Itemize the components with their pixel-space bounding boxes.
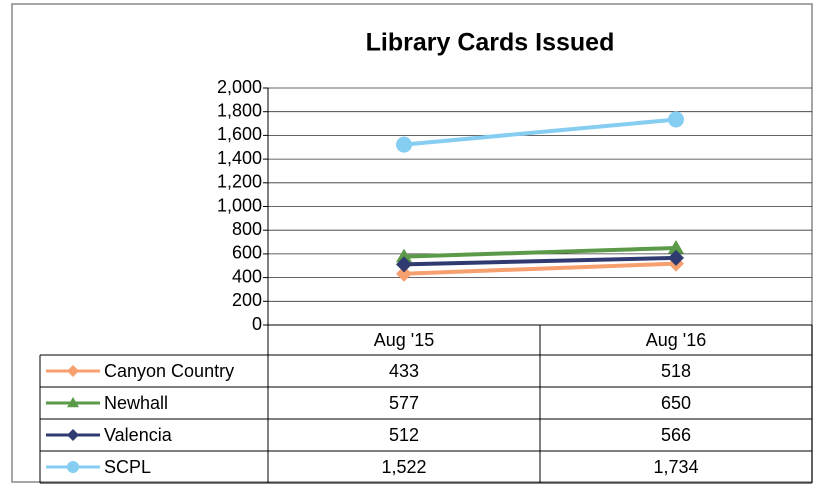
y-tick-label: 1,200 (217, 172, 262, 192)
series-line (403, 255, 677, 267)
marker (67, 461, 79, 473)
chart-border (11, 3, 813, 483)
marker (396, 248, 412, 263)
table-cell: 1,734 (653, 457, 698, 477)
marker (668, 111, 684, 128)
marker (67, 429, 79, 441)
legend-label: SCPL (104, 457, 151, 477)
x-tick-label: Aug '16 (646, 330, 707, 350)
y-tick-label: 1,400 (217, 148, 262, 168)
series-line (403, 117, 677, 147)
chart-title: Library Cards Issued (366, 29, 615, 57)
y-tick-label: 200 (232, 290, 262, 310)
y-tick-label: 600 (232, 243, 262, 263)
marker (668, 249, 684, 266)
table-cell: 512 (389, 425, 419, 445)
table-cell: 1,522 (381, 457, 426, 477)
marker (396, 136, 412, 153)
y-tick-label: 1,000 (217, 195, 262, 215)
y-tick-label: 800 (232, 219, 262, 239)
marker (668, 239, 684, 254)
table-cell: 518 (661, 361, 691, 381)
x-tick-label: Aug '15 (374, 330, 435, 350)
y-tick-label: 1,800 (217, 100, 262, 120)
marker (67, 397, 79, 408)
legend-label: Canyon Country (104, 361, 234, 381)
y-tick-label: 400 (232, 266, 262, 286)
table-cell: 650 (661, 393, 691, 413)
legend-label: Valencia (104, 425, 173, 445)
legend-label: Newhall (104, 393, 168, 413)
marker (396, 265, 412, 282)
table-cell: 577 (389, 393, 419, 413)
table-cell: 433 (389, 361, 419, 381)
series-line (403, 245, 677, 259)
series-line (403, 261, 677, 276)
table-cell: 566 (661, 425, 691, 445)
y-tick-label: 0 (252, 314, 262, 334)
y-tick-label: 1,600 (217, 124, 262, 144)
marker (396, 256, 412, 273)
marker (67, 365, 79, 377)
y-tick-label: 2,000 (217, 77, 262, 97)
